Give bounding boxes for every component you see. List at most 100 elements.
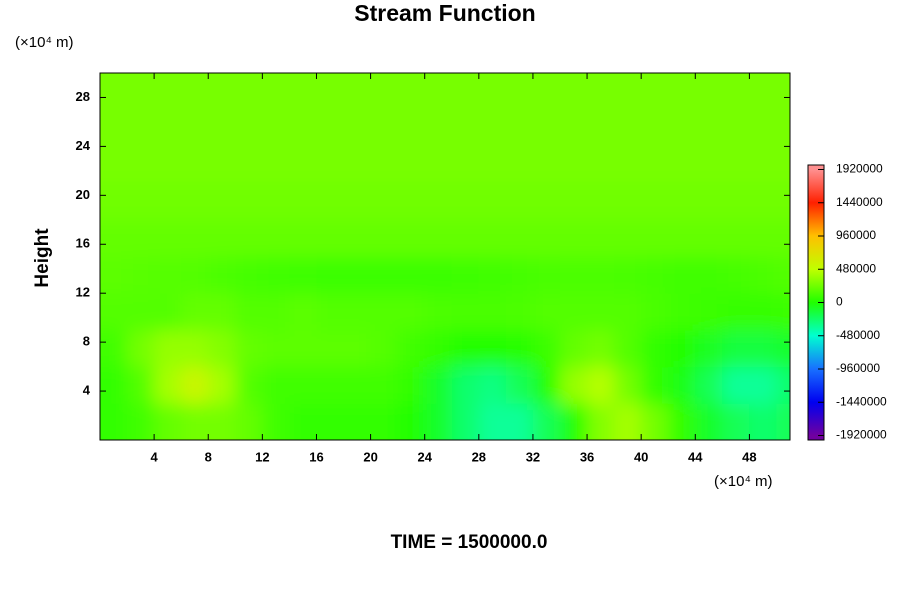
contour-cell — [424, 293, 453, 331]
x-tick-label: 28 — [472, 449, 486, 464]
contour-cell — [695, 219, 723, 257]
contour-cell — [181, 109, 209, 147]
contour-cell — [749, 293, 777, 331]
contour-cell — [397, 329, 426, 368]
contour-cell — [451, 403, 480, 440]
contour-cell — [614, 109, 642, 147]
contour-cell — [343, 256, 372, 294]
contour-cell — [181, 403, 209, 440]
contour-cell — [127, 146, 155, 184]
contour-cell — [343, 366, 372, 404]
contour-cell — [424, 183, 453, 221]
contour-cell — [289, 219, 317, 257]
field — [100, 73, 790, 440]
x-tick-label: 12 — [255, 449, 269, 464]
contour-cell — [722, 256, 750, 294]
contour-cell — [505, 366, 534, 404]
x-tick-label: 40 — [634, 449, 648, 464]
x-tick-label: 20 — [363, 449, 377, 464]
contour-cell — [505, 293, 534, 331]
contour-cell — [641, 183, 669, 221]
contour-cell — [208, 183, 236, 221]
contour-cell — [208, 293, 236, 331]
contour-cell — [262, 293, 290, 331]
contour-cell — [100, 146, 128, 184]
contour-cell — [668, 329, 696, 368]
contour-cell — [451, 219, 480, 257]
contour-cell — [154, 73, 182, 111]
y-tick-label: 24 — [76, 138, 91, 153]
contour-cell — [370, 256, 399, 294]
contour-cell — [641, 73, 669, 111]
contour-cell — [343, 183, 372, 221]
contour-cell — [289, 329, 317, 368]
contour-cell — [695, 146, 723, 184]
contour-cell — [668, 109, 696, 147]
contour-cell — [262, 219, 290, 257]
contour-cell — [776, 109, 790, 147]
contour-cell — [478, 109, 507, 147]
contour-cell — [343, 73, 372, 111]
contour-cell — [532, 146, 561, 184]
contour-cell — [235, 146, 263, 184]
contour-cell — [451, 329, 480, 368]
contour-cell — [370, 219, 399, 257]
contour-cell — [397, 403, 426, 440]
contour-cell — [587, 366, 615, 404]
contour-cell — [127, 219, 155, 257]
contour-cell — [397, 366, 426, 404]
contour-cell — [208, 219, 236, 257]
contour-cell — [424, 366, 453, 404]
contour-cell — [478, 146, 507, 184]
contour-cell — [100, 403, 128, 440]
y-tick-label: 12 — [76, 285, 90, 300]
contour-cell — [722, 403, 750, 440]
contour-cell — [424, 256, 453, 294]
contour-cell — [505, 73, 534, 111]
x-tick-label: 36 — [580, 449, 594, 464]
contour-cell — [587, 183, 615, 221]
contour-cell — [560, 146, 588, 184]
contour-cell — [451, 146, 480, 184]
x-unit: (×10⁴ m) — [714, 473, 773, 490]
colorbar-label: 1920000 — [836, 162, 883, 176]
contour-cell — [235, 109, 263, 147]
contour-cell — [289, 73, 317, 111]
colorbar-label: -1440000 — [836, 394, 887, 408]
contour-cell — [532, 219, 561, 257]
x-tick-label: 24 — [417, 449, 432, 464]
contour-cell — [154, 256, 182, 294]
contour-cell — [776, 293, 790, 331]
contour-cell — [722, 109, 750, 147]
contour-cell — [505, 219, 534, 257]
contour-cell — [289, 183, 317, 221]
contour-cell — [208, 73, 236, 111]
contour-cell — [208, 403, 236, 440]
contour-cell — [235, 219, 263, 257]
contour-cell — [127, 366, 155, 404]
contour-cell — [208, 329, 236, 368]
chart-title: Stream Function — [354, 0, 535, 26]
contour-cell — [722, 73, 750, 111]
contour-cell — [235, 366, 263, 404]
contour-cell — [587, 329, 615, 368]
contour-cell — [776, 256, 790, 294]
contour-cell — [127, 109, 155, 147]
contour-cell — [560, 403, 588, 440]
contour-cell — [208, 366, 236, 404]
contour-cell — [208, 146, 236, 184]
contour-cell — [532, 256, 561, 294]
contour-cell — [614, 403, 642, 440]
contour-cell — [749, 256, 777, 294]
contour-cell — [478, 73, 507, 111]
contour-cell — [181, 183, 209, 221]
contour-cell — [505, 109, 534, 147]
contour-cell — [127, 329, 155, 368]
contour-cell — [181, 146, 209, 184]
contour-cell — [668, 73, 696, 111]
contour-cell — [560, 366, 588, 404]
contour-cell — [722, 366, 750, 404]
contour-cell — [749, 73, 777, 111]
contour-cell — [370, 403, 399, 440]
contour-cell — [695, 293, 723, 331]
